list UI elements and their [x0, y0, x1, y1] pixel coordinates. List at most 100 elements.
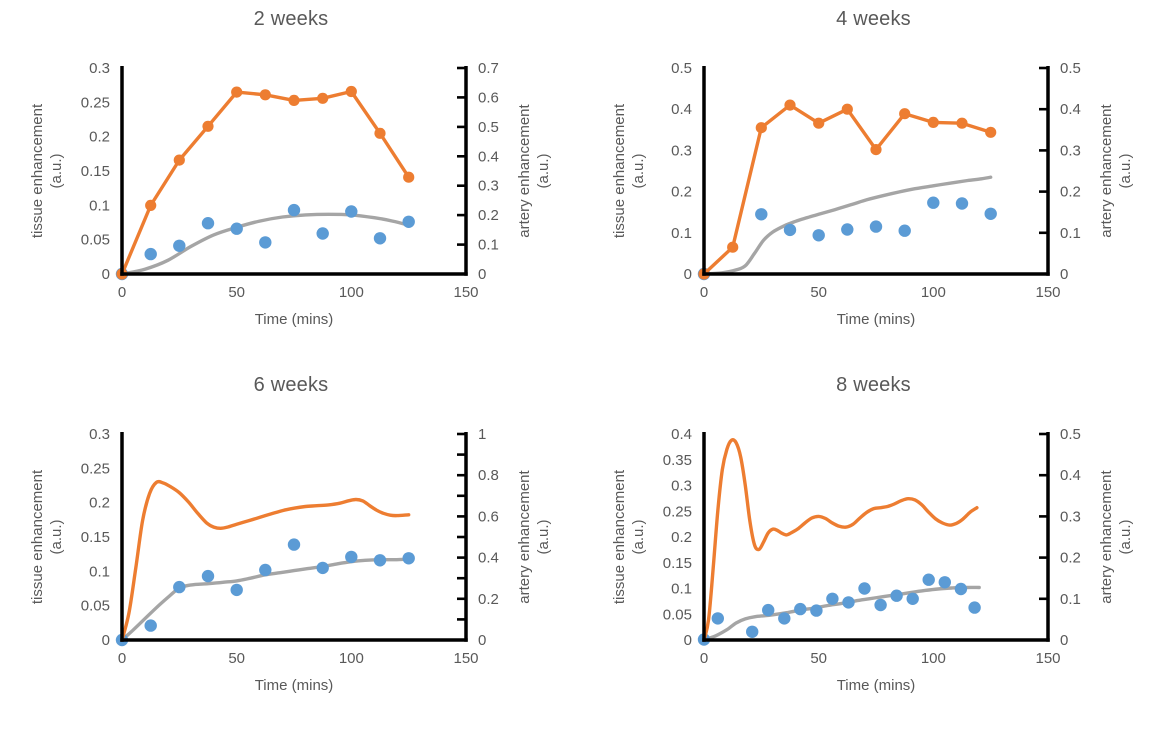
x-tick-label: 50 [228, 650, 245, 667]
right-tick-label: 0.2 [1060, 184, 1081, 201]
right-tick-label: 0.6 [478, 89, 499, 106]
x-tick-label: 0 [700, 284, 708, 301]
axes: 0 0.05 0.1 0.15 0.2 0.25 0.3 0 0.1 0.2 0.3 0.4 0.5 0.… [29, 60, 552, 328]
left-tick-label: 0 [102, 632, 110, 649]
left-tick-label: 0.35 [663, 452, 692, 469]
x-tick-label: 50 [810, 284, 827, 301]
right-tick-label: 0.4 [478, 550, 499, 567]
right-tick-label: 0.3 [1060, 508, 1081, 525]
tissue-enhancement-measured-series [115, 538, 415, 647]
right-tick-label: 0.4 [1060, 101, 1081, 118]
chart-title: 6 weeks [253, 374, 329, 396]
left-tick-label: 0.2 [671, 529, 692, 546]
left-tick-label: 0.2 [671, 184, 692, 201]
right-tick-label: 0.3 [478, 178, 499, 195]
right-tick-label: 0.6 [478, 508, 499, 525]
left-tick-label: 0.2 [89, 129, 110, 146]
left-axis-title-units: (a.u.) [630, 519, 647, 554]
x-tick-label: 0 [118, 650, 126, 667]
x-tick-label: 0 [118, 284, 126, 301]
left-tick-label: 0.25 [663, 503, 692, 520]
right-tick-label: 0 [1060, 632, 1068, 649]
chart-title: 8 weeks [836, 374, 911, 396]
tissue-enhancement-measured-series [697, 196, 997, 281]
artery-enhancement-series [698, 99, 997, 280]
right-axis-title-units: (a.u.) [1117, 519, 1134, 554]
left-tick-label: 0 [684, 266, 692, 283]
chart-panel-6-weeks: 0 0.05 0.1 0.15 0.2 0.25 0.3 0 0.2 0.4 0.6 0.8 1 0 50 1… [0, 366, 582, 733]
right-axis-title: artery enhancement [516, 469, 533, 603]
right-tick-label: 0.8 [478, 467, 499, 484]
right-tick-label: 0.1 [1060, 591, 1081, 608]
axes: 0 0.05 0.1 0.15 0.2 0.25 0.3 0.35 0.4 0 0.1 0.2 0.3 0… [611, 426, 1134, 694]
x-axis-title: Time (mins) [255, 677, 334, 694]
left-tick-label: 0 [684, 632, 692, 649]
model-fit-series [120, 212, 411, 276]
left-axis-title-units: (a.u.) [48, 519, 65, 554]
left-tick-label: 0.4 [671, 426, 692, 443]
left-tick-label: 0.1 [671, 581, 692, 598]
x-tick-label: 50 [810, 650, 827, 667]
x-tick-label: 100 [339, 284, 364, 301]
left-tick-label: 0.25 [81, 94, 110, 111]
tissue-enhancement-measured-series [697, 573, 981, 646]
chart-canvas: 0 0.1 0.2 0.3 0.4 0.5 0 0.1 0.2 0.3 0.4 0.5 0 50 100 15… [611, 60, 1134, 328]
left-tick-label: 0.15 [81, 163, 110, 180]
left-tick-label: 0.3 [89, 60, 110, 77]
chart-canvas: 0 0.05 0.1 0.15 0.2 0.25 0.3 0 0.1 0.2 0.3 0.4 0.5 0.… [29, 60, 552, 328]
x-axis-title: Time (mins) [255, 311, 334, 328]
left-tick-label: 0.5 [671, 60, 692, 77]
chart-panel-8-weeks: 0 0.05 0.1 0.15 0.2 0.25 0.3 0.35 0.4 0 0.1 0.2 0.3 0… [582, 366, 1165, 733]
chart-panel-4-weeks: 0 0.1 0.2 0.3 0.4 0.5 0 0.1 0.2 0.3 0.4 0.5 0 50 100 15… [582, 0, 1165, 366]
right-tick-label: 0.4 [478, 148, 499, 165]
right-axis-title-units: (a.u.) [1117, 153, 1134, 188]
artery-enhancement-series [116, 85, 415, 280]
x-tick-label: 100 [921, 650, 946, 667]
left-tick-label: 0.15 [81, 529, 110, 546]
chart-title: 2 weeks [253, 8, 329, 30]
right-tick-label: 0.1 [1060, 225, 1081, 242]
right-tick-label: 0.5 [1060, 426, 1081, 443]
x-axis-title: Time (mins) [837, 677, 916, 694]
left-tick-label: 0.1 [89, 563, 110, 580]
x-tick-label: 150 [1035, 284, 1060, 301]
x-tick-label: 100 [921, 284, 946, 301]
left-tick-label: 0.3 [671, 478, 692, 495]
right-tick-label: 0.1 [478, 237, 499, 254]
axes: 0 0.05 0.1 0.15 0.2 0.25 0.3 0 0.2 0.4 0.6 0.8 1 0 50 1… [29, 426, 552, 694]
axes: 0 0.1 0.2 0.3 0.4 0.5 0 0.1 0.2 0.3 0.4 0.5 0 50 100 15… [611, 60, 1134, 328]
right-tick-label: 0 [478, 632, 486, 649]
left-axis-title: tissue enhancement [611, 469, 628, 604]
right-tick-label: 0.5 [478, 119, 499, 136]
left-tick-label: 0.05 [81, 232, 110, 249]
x-tick-label: 150 [453, 284, 478, 301]
left-tick-label: 0.4 [671, 101, 692, 118]
right-tick-label: 0 [478, 266, 486, 283]
chart-title: 4 weeks [836, 8, 911, 30]
model-fit-series [702, 175, 993, 276]
right-axis-title: artery enhancement [516, 103, 533, 237]
left-tick-label: 0.05 [663, 606, 692, 623]
right-axis-title: artery enhancement [1098, 103, 1115, 237]
left-axis-title: tissue enhancement [611, 103, 628, 238]
left-tick-label: 0 [102, 266, 110, 283]
right-tick-label: 0.2 [478, 591, 499, 608]
right-tick-label: 1 [478, 426, 486, 443]
left-tick-label: 0.05 [81, 598, 110, 615]
left-axis-title: tissue enhancement [29, 103, 46, 238]
artery-enhancement-series [702, 438, 979, 642]
left-tick-label: 0.3 [89, 426, 110, 443]
right-tick-label: 0.7 [478, 60, 499, 77]
left-tick-label: 0.3 [671, 142, 692, 159]
left-tick-label: 0.2 [89, 495, 110, 512]
right-tick-label: 0.3 [1060, 142, 1081, 159]
x-tick-label: 150 [1035, 650, 1060, 667]
artery-enhancement-series [120, 479, 411, 642]
model-fit-series [702, 585, 981, 642]
chart-canvas: 0 0.05 0.1 0.15 0.2 0.25 0.3 0 0.2 0.4 0.6 0.8 1 0 50 1… [29, 426, 552, 694]
right-axis-title: artery enhancement [1098, 469, 1115, 603]
right-axis-title-units: (a.u.) [535, 153, 552, 188]
left-axis-title: tissue enhancement [29, 469, 46, 604]
